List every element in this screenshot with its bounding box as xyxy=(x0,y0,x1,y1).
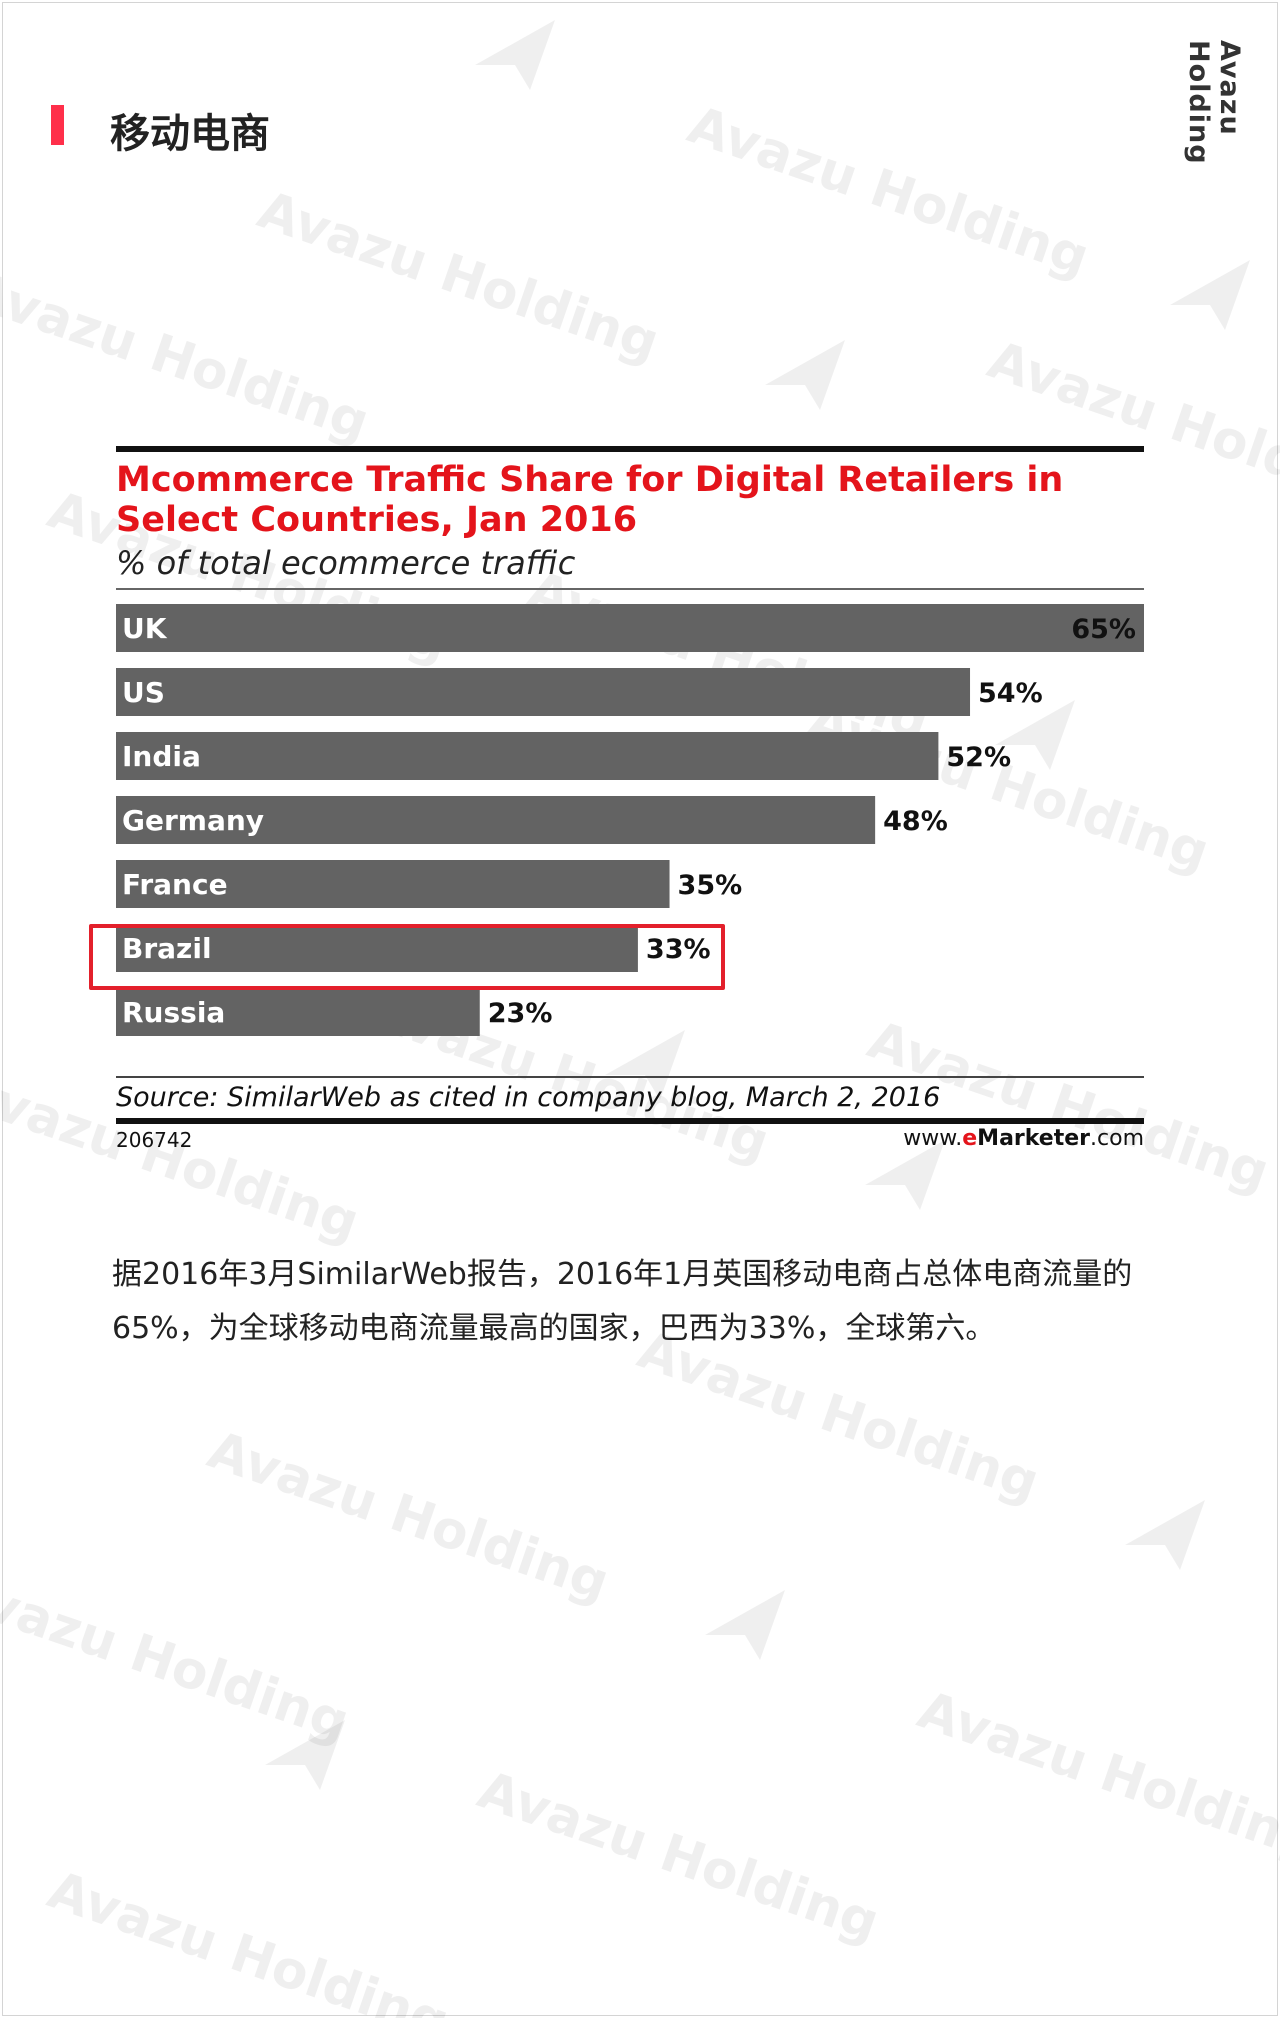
bar-france xyxy=(116,860,670,908)
chart-subtitle: % of total ecommerce traffic xyxy=(116,544,576,582)
bar-category-label: France xyxy=(122,868,228,901)
brazil-highlight-box xyxy=(89,924,725,990)
bar-value-label: 33% xyxy=(646,934,711,965)
bar-germany xyxy=(116,796,876,844)
bar-value-label: 35% xyxy=(678,870,743,901)
bar-value-label: 23% xyxy=(488,998,553,1029)
chart-top-rule xyxy=(116,446,1144,452)
credit-brand: Marketer xyxy=(977,1126,1091,1151)
bar-uk xyxy=(116,604,1144,652)
section-accent-bar xyxy=(51,105,64,145)
credit-prefix: www. xyxy=(903,1126,963,1151)
chart-credit: www.eMarketer.com xyxy=(903,1126,1144,1151)
bar-category-label: Germany xyxy=(122,804,264,837)
bar-chart: UK 65% US 54% India 52% Germany 48% France 35% Bra… xyxy=(116,604,1144,1036)
chart-subtitle-rule xyxy=(116,588,1144,590)
bar-russia xyxy=(116,988,480,1036)
bar-value-label: 52% xyxy=(946,742,1011,773)
caption-text: 据2016年3月SimilarWeb报告，2016年1月英国移动电商占总体电商流… xyxy=(112,1257,1133,1346)
bar-us xyxy=(116,668,971,716)
bar-category-label: Brazil xyxy=(122,932,212,965)
bar-value-label: 65% xyxy=(1071,614,1136,645)
chart-figure: Mcommerce Traffic Share for Digital Reta… xyxy=(116,446,1144,1156)
bar-value-label: 48% xyxy=(883,806,948,837)
credit-suffix: .com xyxy=(1090,1126,1144,1151)
chart-title: Mcommerce Traffic Share for Digital Reta… xyxy=(116,460,1064,540)
section-title: 移动电商 xyxy=(110,111,270,157)
bar-category-label: Russia xyxy=(122,996,225,1029)
chart-source: Source: SimilarWeb as cited in company b… xyxy=(116,1082,941,1113)
bar-category-label: US xyxy=(122,676,165,709)
chart-bottom-rule xyxy=(116,1076,1144,1078)
chart-id: 206742 xyxy=(116,1128,193,1152)
bar-category-label: India xyxy=(122,740,201,773)
credit-e: e xyxy=(962,1126,978,1151)
bar-brazil xyxy=(116,924,638,972)
chart-footer-rule xyxy=(116,1118,1144,1124)
bar-india xyxy=(116,732,939,780)
side-brand-label: Avazu Holding xyxy=(1183,40,1245,165)
bar-category-label: UK xyxy=(122,612,168,645)
bar-value-label: 54% xyxy=(978,678,1043,709)
